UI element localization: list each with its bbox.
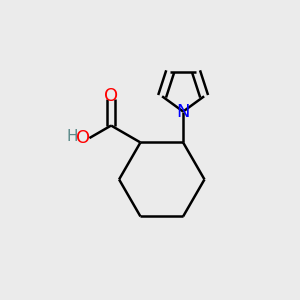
Text: O: O [76,129,90,147]
Text: H: H [67,129,78,144]
Text: O: O [104,86,118,104]
Text: N: N [176,103,190,121]
